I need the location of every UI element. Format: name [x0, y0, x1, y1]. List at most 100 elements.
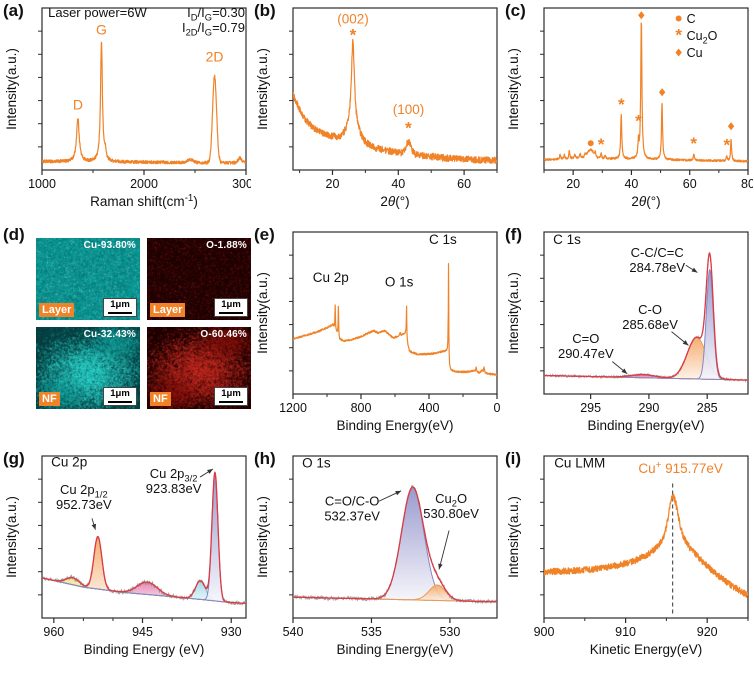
annotation-text: G: [96, 22, 107, 38]
x-axis-title: Binding Energy (eV): [84, 642, 205, 657]
annotation-text: Cu 2p: [313, 270, 349, 285]
y-axis-title: Intensity(a.u.): [255, 48, 270, 130]
annotation-text: Cu 2p1/2: [60, 482, 108, 500]
x-tick-label: 400: [419, 401, 440, 415]
arrow-head: [621, 368, 628, 374]
y-axis-title: Intensity(a.u.): [506, 272, 521, 354]
annotation-text: C 1s: [429, 232, 457, 247]
scale-text: 1μm: [221, 388, 241, 400]
fit-envelope: [293, 486, 497, 603]
plot-frame: [292, 7, 498, 171]
x-tick-label: 2000: [130, 177, 158, 191]
x-tick-label: 40: [391, 177, 405, 191]
annotation-text: C 1s: [553, 232, 581, 247]
arrow-head: [691, 267, 698, 273]
x-tick-label: 1000: [28, 177, 56, 191]
x-axis-title: Binding Energy(eV): [336, 418, 453, 433]
spectrum-curve: [293, 38, 497, 164]
scale-text: 1μm: [221, 299, 241, 311]
x-tick-label: 900: [534, 625, 555, 639]
x-tick-label: 20: [566, 177, 580, 191]
marker-asterisk-icon: *: [598, 135, 605, 154]
x-tick-label: 800: [351, 401, 372, 415]
y-axis-title: Intensity(a.u.): [506, 496, 521, 578]
annotation-text: 952.73eV: [56, 497, 112, 512]
panel-a: (a) 1000 2000 3000 Raman shift(cm-1) Intensi…: [0, 0, 251, 224]
panel-c-chart: 20 40 60 80 2θ(°) Intensity(a.u.) * * * * * C * Cu2OC…: [506, 7, 753, 209]
eds-map-layer-cu: Cu-93.80% Layer 1μm: [36, 238, 140, 320]
x-tick-label: 540: [283, 625, 304, 639]
annotation-text: 285.68eV: [622, 317, 678, 332]
panel-letter: (c): [505, 1, 526, 20]
arrow-head: [395, 490, 402, 496]
panel-c: (c) 20 40 60 80 2θ(°) Intensity(a.u.) * * * * * C * C…: [502, 0, 754, 224]
map-scale-bar: 1μm: [103, 387, 137, 406]
scale-line: [108, 400, 132, 403]
map-sample-badge: NF: [150, 392, 171, 406]
x-tick-label: 3000: [232, 177, 251, 191]
x-tick-label: 295: [580, 401, 601, 415]
map-percentage-label: O-60.46%: [200, 329, 247, 340]
legend-label: C: [687, 12, 696, 26]
marker-diamond-icon: [727, 122, 735, 131]
x-tick-label: 0: [494, 401, 501, 415]
map-scale-bar: 1μm: [214, 298, 248, 317]
marker-asterisk-icon: *: [405, 119, 412, 138]
panel-letter: (a): [3, 1, 24, 20]
marker-diamond-icon: [638, 11, 645, 20]
panel-h-chart: 540 535 530 Binding Energy(eV) Intensity(a.u…: [255, 455, 498, 657]
plot-frame: [543, 455, 749, 619]
x-tick-label: 930: [221, 625, 242, 639]
legend-label: Cu2O: [687, 29, 718, 46]
fit-envelope: [544, 252, 748, 381]
panel-letter: (g): [3, 449, 25, 468]
x-tick-label: 80: [741, 177, 753, 191]
eds-map-nf-cu: Cu-32.43% NF 1μm: [36, 327, 140, 409]
fit-envelope: [42, 471, 246, 604]
spectrum-curve: [544, 493, 748, 598]
panel-a-chart: 1000 2000 3000 Raman shift(cm-1) Intensity(a…: [4, 5, 251, 209]
annotation-text: I2D/IG=0.79: [182, 20, 245, 38]
annotation-text: Laser power=6W: [48, 5, 147, 20]
marker-asterisk-icon: *: [350, 26, 357, 45]
scale-line: [219, 311, 243, 314]
arrow-head: [91, 523, 97, 530]
marker-asterisk-icon: *: [618, 95, 625, 114]
marker-diamond-icon: [658, 88, 666, 97]
panel-g-chart: 960 945 930 Binding Energy (eV) Intensity(a.…: [4, 455, 247, 657]
annotation-text: D: [73, 96, 83, 112]
panel-i-chart: 900 910 920 Kinetic Energy(eV) Intensity(a.u…: [506, 455, 749, 657]
annotation-text: C=O/C-O: [325, 493, 380, 508]
panel-b: (b) 20 40 60 2θ(°) Intensity(a.u.) * * (002) (10…: [251, 0, 502, 224]
plot-area: [544, 483, 748, 616]
annotation-text: O 1s: [385, 274, 414, 289]
map-sample-badge: NF: [39, 392, 60, 406]
panel-d: (d) Cu-93.80% Layer 1μm O-1.88% Layer 1μ…: [0, 224, 251, 448]
panel-letter: (i): [505, 449, 522, 468]
x-axis-title: 2θ(°): [631, 194, 660, 209]
plot-frame: [543, 231, 749, 395]
panel-letter: (f): [505, 225, 522, 244]
plot-area: [293, 484, 497, 605]
map-scale-bar: 1μm: [214, 387, 248, 406]
annotation-text: Cu 2p: [51, 455, 87, 470]
annotation-text: Cu LMM: [554, 455, 605, 470]
x-axis-title: Binding Energy(eV): [587, 418, 704, 433]
map-percentage-label: Cu-32.43%: [83, 329, 136, 340]
eds-map-grid: Cu-93.80% Layer 1μm O-1.88% Layer 1μm Cu…: [36, 238, 251, 409]
annotation-text: 290.47eV: [558, 346, 614, 361]
annotation-text: 2D: [206, 48, 224, 64]
map-sample-badge: Layer: [39, 303, 75, 317]
legend-asterisk-icon: *: [675, 26, 682, 45]
panel-i: (i) 900 910 920 Kinetic Energy(eV) Intensity…: [502, 448, 754, 673]
x-tick-label: 290: [638, 401, 659, 415]
plot-area: [544, 251, 748, 383]
plot-frame: [292, 231, 498, 395]
scale-line: [219, 400, 243, 403]
annotation-text: O 1s: [302, 455, 331, 470]
annotation-text: 923.83eV: [146, 481, 202, 496]
annotation-text: C-O: [638, 302, 662, 317]
plot-area: [544, 22, 748, 163]
